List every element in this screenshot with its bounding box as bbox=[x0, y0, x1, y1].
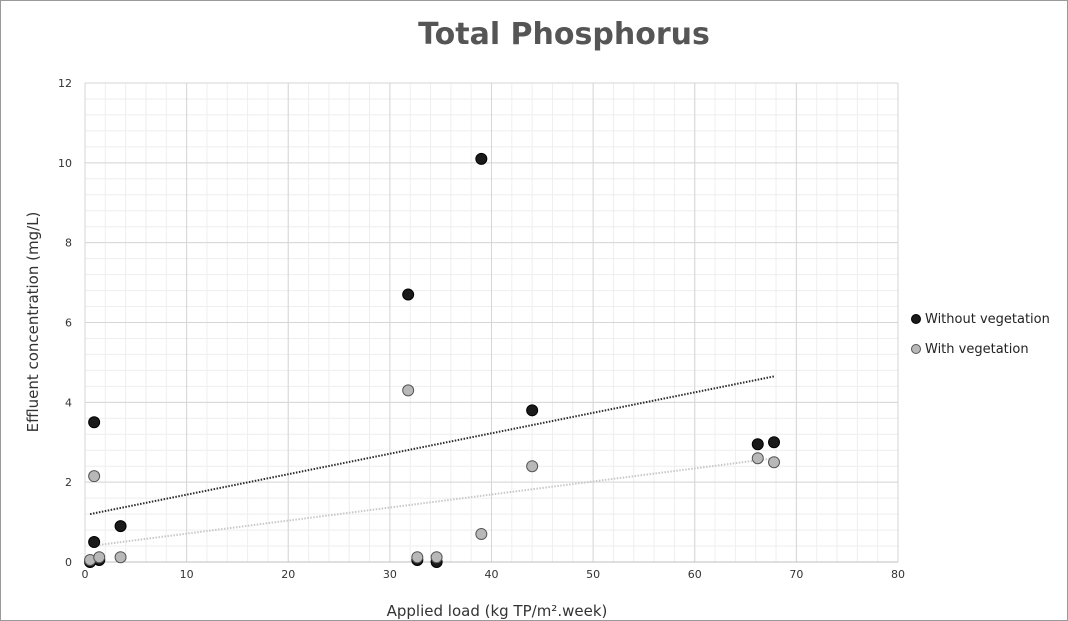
y-tick-label: 8 bbox=[65, 237, 72, 250]
point-series-1 bbox=[88, 536, 101, 549]
legend: Without vegetation With vegetation bbox=[911, 312, 1050, 357]
x-tick-label: 80 bbox=[891, 568, 905, 581]
point-series-1 bbox=[475, 152, 488, 165]
point-series-1 bbox=[751, 438, 764, 451]
y-tick-label: 12 bbox=[58, 77, 72, 90]
legend-marker bbox=[911, 314, 921, 324]
legend-label: Without vegetation bbox=[925, 312, 1050, 327]
point-series-2 bbox=[768, 456, 781, 469]
point-series-2 bbox=[526, 460, 539, 473]
y-tick-label: 10 bbox=[58, 157, 72, 170]
x-tick-label: 20 bbox=[281, 568, 295, 581]
point-series-1 bbox=[114, 520, 127, 533]
point-series-1 bbox=[88, 416, 101, 429]
x-tick-labels: 0 10 20 30 40 50 60 70 80 bbox=[82, 568, 906, 581]
y-tick-label: 2 bbox=[65, 476, 72, 489]
point-series-2 bbox=[402, 384, 415, 397]
x-tick-label: 40 bbox=[485, 568, 499, 581]
x-tick-label: 70 bbox=[789, 568, 803, 581]
point-series-1 bbox=[402, 288, 415, 301]
data-points bbox=[84, 152, 781, 568]
x-axis-label: Applied load (kg TP/m².week) bbox=[387, 602, 608, 620]
x-tick-label: 50 bbox=[586, 568, 600, 581]
point-series-2 bbox=[88, 470, 101, 483]
axes bbox=[84, 83, 898, 563]
chart-title: Total Phosphorus bbox=[418, 17, 710, 52]
y-tick-label: 6 bbox=[65, 317, 72, 330]
y-tick-label: 0 bbox=[65, 556, 72, 569]
x-tick-label: 60 bbox=[688, 568, 702, 581]
x-tick-label: 10 bbox=[180, 568, 194, 581]
y-tick-labels: 0 2 4 6 8 10 12 bbox=[58, 77, 72, 569]
legend-label: With vegetation bbox=[925, 342, 1029, 357]
point-series-2 bbox=[411, 551, 424, 564]
x-tick-label: 30 bbox=[383, 568, 397, 581]
trendline-series-1 bbox=[89, 375, 775, 516]
trendlines bbox=[89, 375, 775, 548]
trendline-series-2 bbox=[89, 457, 775, 548]
point-series-2 bbox=[475, 528, 488, 541]
y-tick-label: 4 bbox=[65, 396, 72, 409]
point-series-2 bbox=[93, 551, 106, 564]
y-axis-label: Effluent concentration (mg/L) bbox=[24, 212, 42, 433]
x-tick-label: 0 bbox=[82, 568, 89, 581]
point-series-1 bbox=[526, 404, 539, 417]
point-series-2 bbox=[751, 452, 764, 465]
point-series-2 bbox=[114, 551, 127, 564]
point-series-1 bbox=[768, 436, 781, 449]
point-series-2 bbox=[430, 551, 443, 564]
legend-marker bbox=[911, 344, 921, 354]
